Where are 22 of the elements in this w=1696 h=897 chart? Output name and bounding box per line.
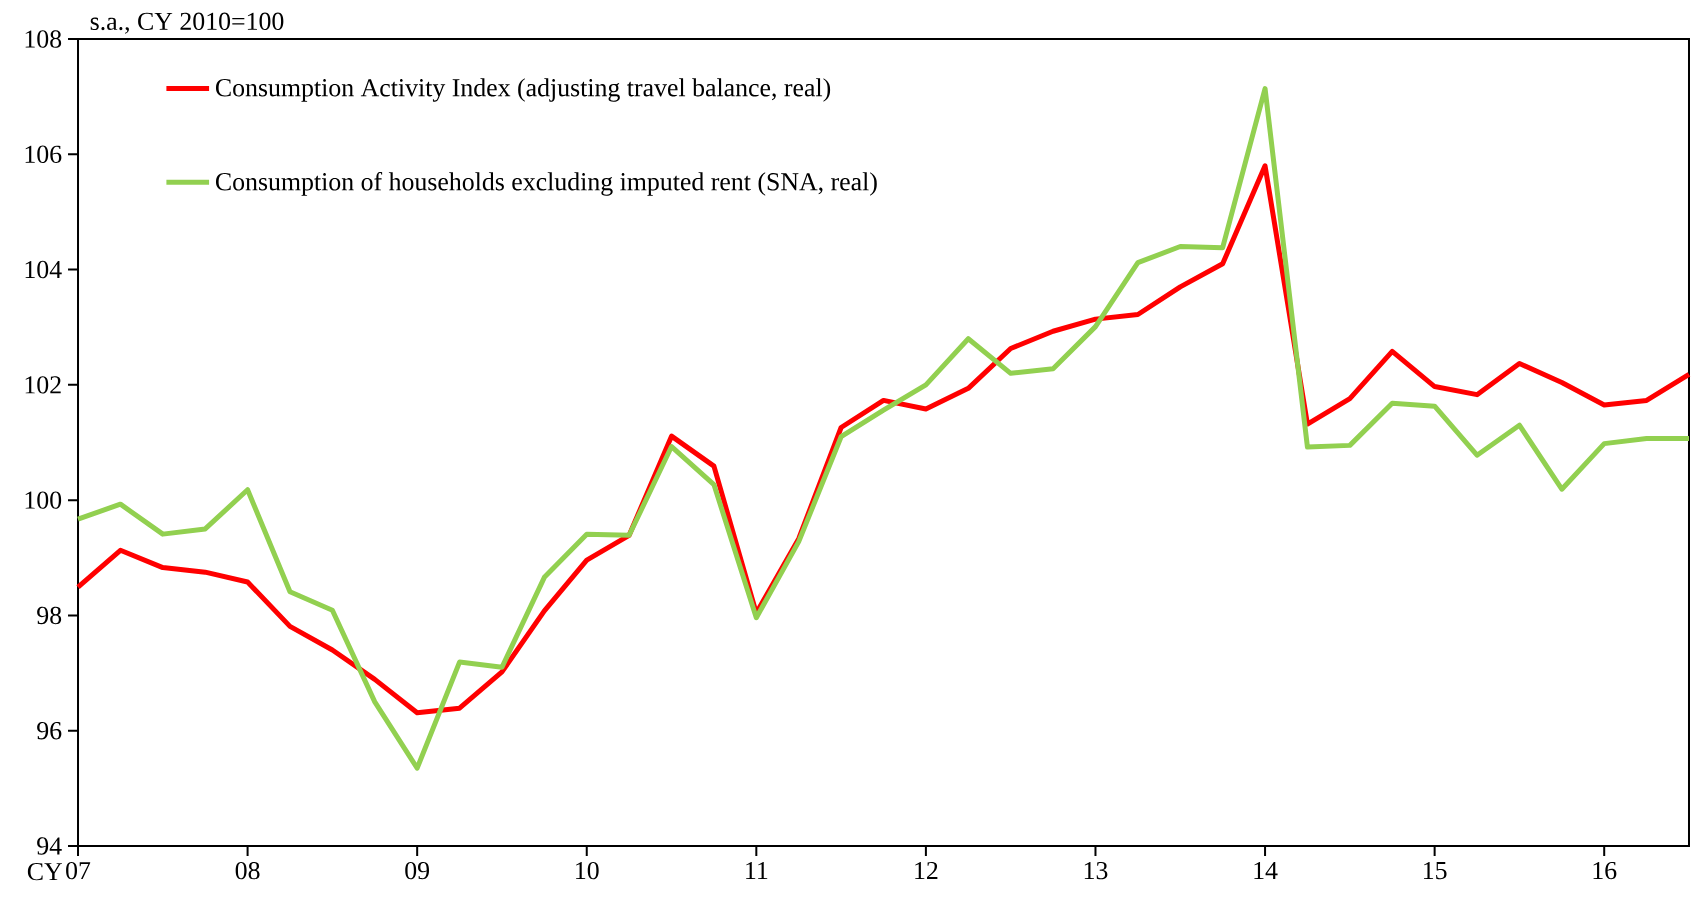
y-tick-label: 96: [37, 722, 62, 740]
x-tick-label: 16: [1593, 861, 1617, 880]
x-tick-label: 08: [235, 861, 260, 880]
x-tick-label: 14: [1254, 861, 1278, 879]
x-tick-label: 13: [1084, 861, 1108, 880]
y-tick-label: 102: [25, 376, 61, 394]
y-tick-label: 106: [25, 145, 62, 163]
y-tick-label: 98: [37, 606, 62, 625]
x-tick-label: 11: [746, 861, 768, 879]
x-tick-label: 09: [405, 861, 430, 880]
y-axis-title: s.a., CY 2010=100: [90, 12, 284, 34]
y-tick-label: 108: [25, 30, 62, 48]
legend-label: Consumption of households excluding imputed rent (SNA, real): [215, 172, 877, 196]
y-tick-label: 100: [25, 491, 62, 509]
x-axis-title: CY: [27, 863, 63, 881]
legend-label: Consumption Activity Index (adjusting travel balance, real): [215, 78, 831, 102]
y-tick-label: 104: [25, 260, 62, 279]
x-tick-label: 10: [576, 861, 599, 880]
x-tick-label: 12: [915, 861, 938, 879]
x-tick-label: 15: [1423, 861, 1447, 880]
x-tick-label: 07: [66, 861, 91, 880]
y-tick-label: 94: [37, 837, 62, 855]
